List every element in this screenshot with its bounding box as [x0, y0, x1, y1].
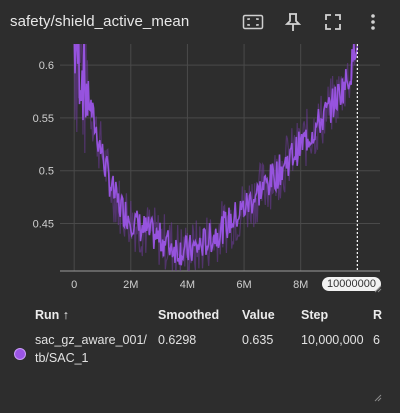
chart-resize-handle-icon[interactable] [372, 283, 382, 293]
card-title: safety/shield_active_mean [10, 13, 190, 30]
plot-area[interactable] [73, 44, 359, 275]
y-tick-label: 0.6 [39, 60, 54, 72]
more-vert-icon[interactable] [361, 10, 385, 34]
smoothed-value: 0.6298 [158, 333, 197, 347]
run-name-line1: sac_gz_aware_001/ [35, 333, 147, 347]
y-tick-label: 0.55 [33, 113, 54, 125]
line-chart[interactable]: 0.45 0.5 0.55 0.6 0 2M 4M 6M 8M [0, 44, 400, 304]
relative-value: 6 [373, 333, 380, 347]
pin-icon[interactable] [281, 10, 305, 34]
card-header: safety/shield_active_mean [0, 0, 400, 46]
run-color-swatch [14, 348, 26, 360]
y-tick-label: 0.5 [39, 166, 54, 178]
series-smoothed-line [73, 44, 359, 266]
header-value: Value [242, 308, 275, 322]
header-relative: R [373, 308, 383, 322]
y-tick-label: 0.45 [33, 218, 54, 230]
header-run[interactable]: Run ↑ [35, 308, 70, 322]
card-resize-handle-icon[interactable] [372, 392, 382, 402]
x-tick-label: 0 [71, 279, 77, 291]
header-smoothed: Smoothed [158, 308, 220, 322]
fit-domain-icon[interactable] [241, 10, 265, 34]
x-tick-label: 2M [123, 279, 138, 291]
raw-value: 0.635 [242, 333, 274, 347]
fullscreen-icon[interactable] [321, 10, 345, 34]
header-step: Step [301, 308, 329, 322]
x-tick-label: 4M [180, 279, 195, 291]
chart-svg[interactable]: 0.45 0.5 0.55 0.6 0 2M 4M 6M 8M [0, 44, 400, 304]
run-name-line2: tb/SAC_1 [35, 351, 89, 365]
step-value: 10,000,000 [301, 333, 364, 347]
hover-step-label: 10000000 [322, 277, 381, 291]
x-tick-label: 6M [236, 279, 251, 291]
x-tick-label: 8M [293, 279, 308, 291]
